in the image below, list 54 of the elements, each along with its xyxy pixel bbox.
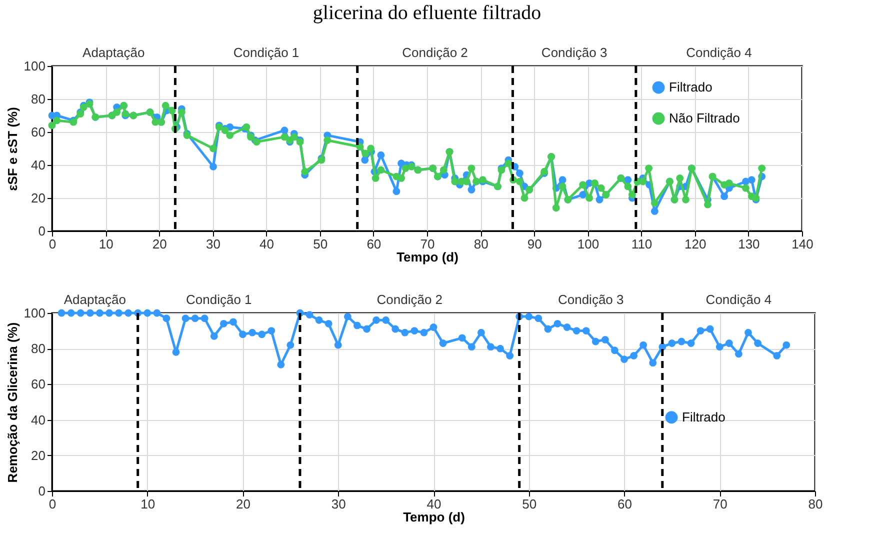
x-tick-label: 40 [260,236,274,252]
x-tick-label: 0 [48,496,56,512]
text: Condição 4 [686,45,752,60]
x-tick-label: 30 [206,236,220,252]
x-tick-label: 30 [331,496,346,512]
text: Condição 2 [376,292,443,307]
x-tick-label: 70 [420,236,435,252]
x-tick-label: 120 [684,236,706,252]
y-tick-label: 0 [38,224,46,238]
x-tick-label: 0 [48,236,56,252]
x-tick-label: 60 [618,496,632,512]
x-tick-label: 140 [792,236,814,252]
y-axis-title: εSF e εST (%) [4,107,20,191]
text: Condição 3 [558,292,624,307]
x-tick-label: 80 [808,496,823,512]
x-tick-label: 50 [313,236,328,252]
x-tick-label: 100 [577,236,600,252]
x-tick-label: 70 [712,496,728,512]
x-tick-label: 60 [366,236,382,252]
text: Condição 4 [706,292,772,307]
y-tick-label: 100 [24,306,46,320]
x-axis-title: Tempo (d) [396,250,458,264]
text: Condição 1 [186,292,252,307]
x-tick-label: 90 [527,236,542,252]
x-axis-title: Tempo (d) [403,510,465,524]
x-tick-label: 20 [236,496,250,512]
x-tick-label: 20 [152,236,167,252]
legend-label: Não Filtrado [669,110,740,126]
chart-title: glicerina do efluente filtrado [312,2,542,24]
y-tick-label: 20 [31,448,46,463]
y-tick-label: 20 [31,190,46,206]
y-tick-label: 40 [31,412,46,428]
y-tick-label: 100 [24,58,46,74]
text: Adaptação [64,292,126,307]
y-tick-label: 0 [38,484,46,498]
y-tick-label: 60 [31,376,46,392]
x-tick-label: 110 [631,236,652,252]
y-tick-label: 80 [31,341,46,356]
x-tick-label: 40 [426,496,442,512]
x-tick-label: 130 [738,236,760,252]
text: Condição 3 [541,45,608,60]
y-tick-label: 40 [31,158,46,172]
legend-label: Filtrado [682,409,726,424]
x-tick-label: 10 [140,496,156,512]
legend-label: Filtrado [669,80,712,94]
y-tick-label: 60 [31,124,46,140]
x-tick-label: 50 [522,496,537,512]
x-tick-label: 10 [98,236,114,252]
text: Condição 2 [402,45,468,60]
y-tick-label: 80 [31,92,46,106]
text: Adaptação [82,45,145,60]
x-tick-label: 80 [474,236,488,252]
text: Condição 1 [233,45,300,60]
y-axis-title: Remoção da Glicerina (%) [4,322,20,483]
